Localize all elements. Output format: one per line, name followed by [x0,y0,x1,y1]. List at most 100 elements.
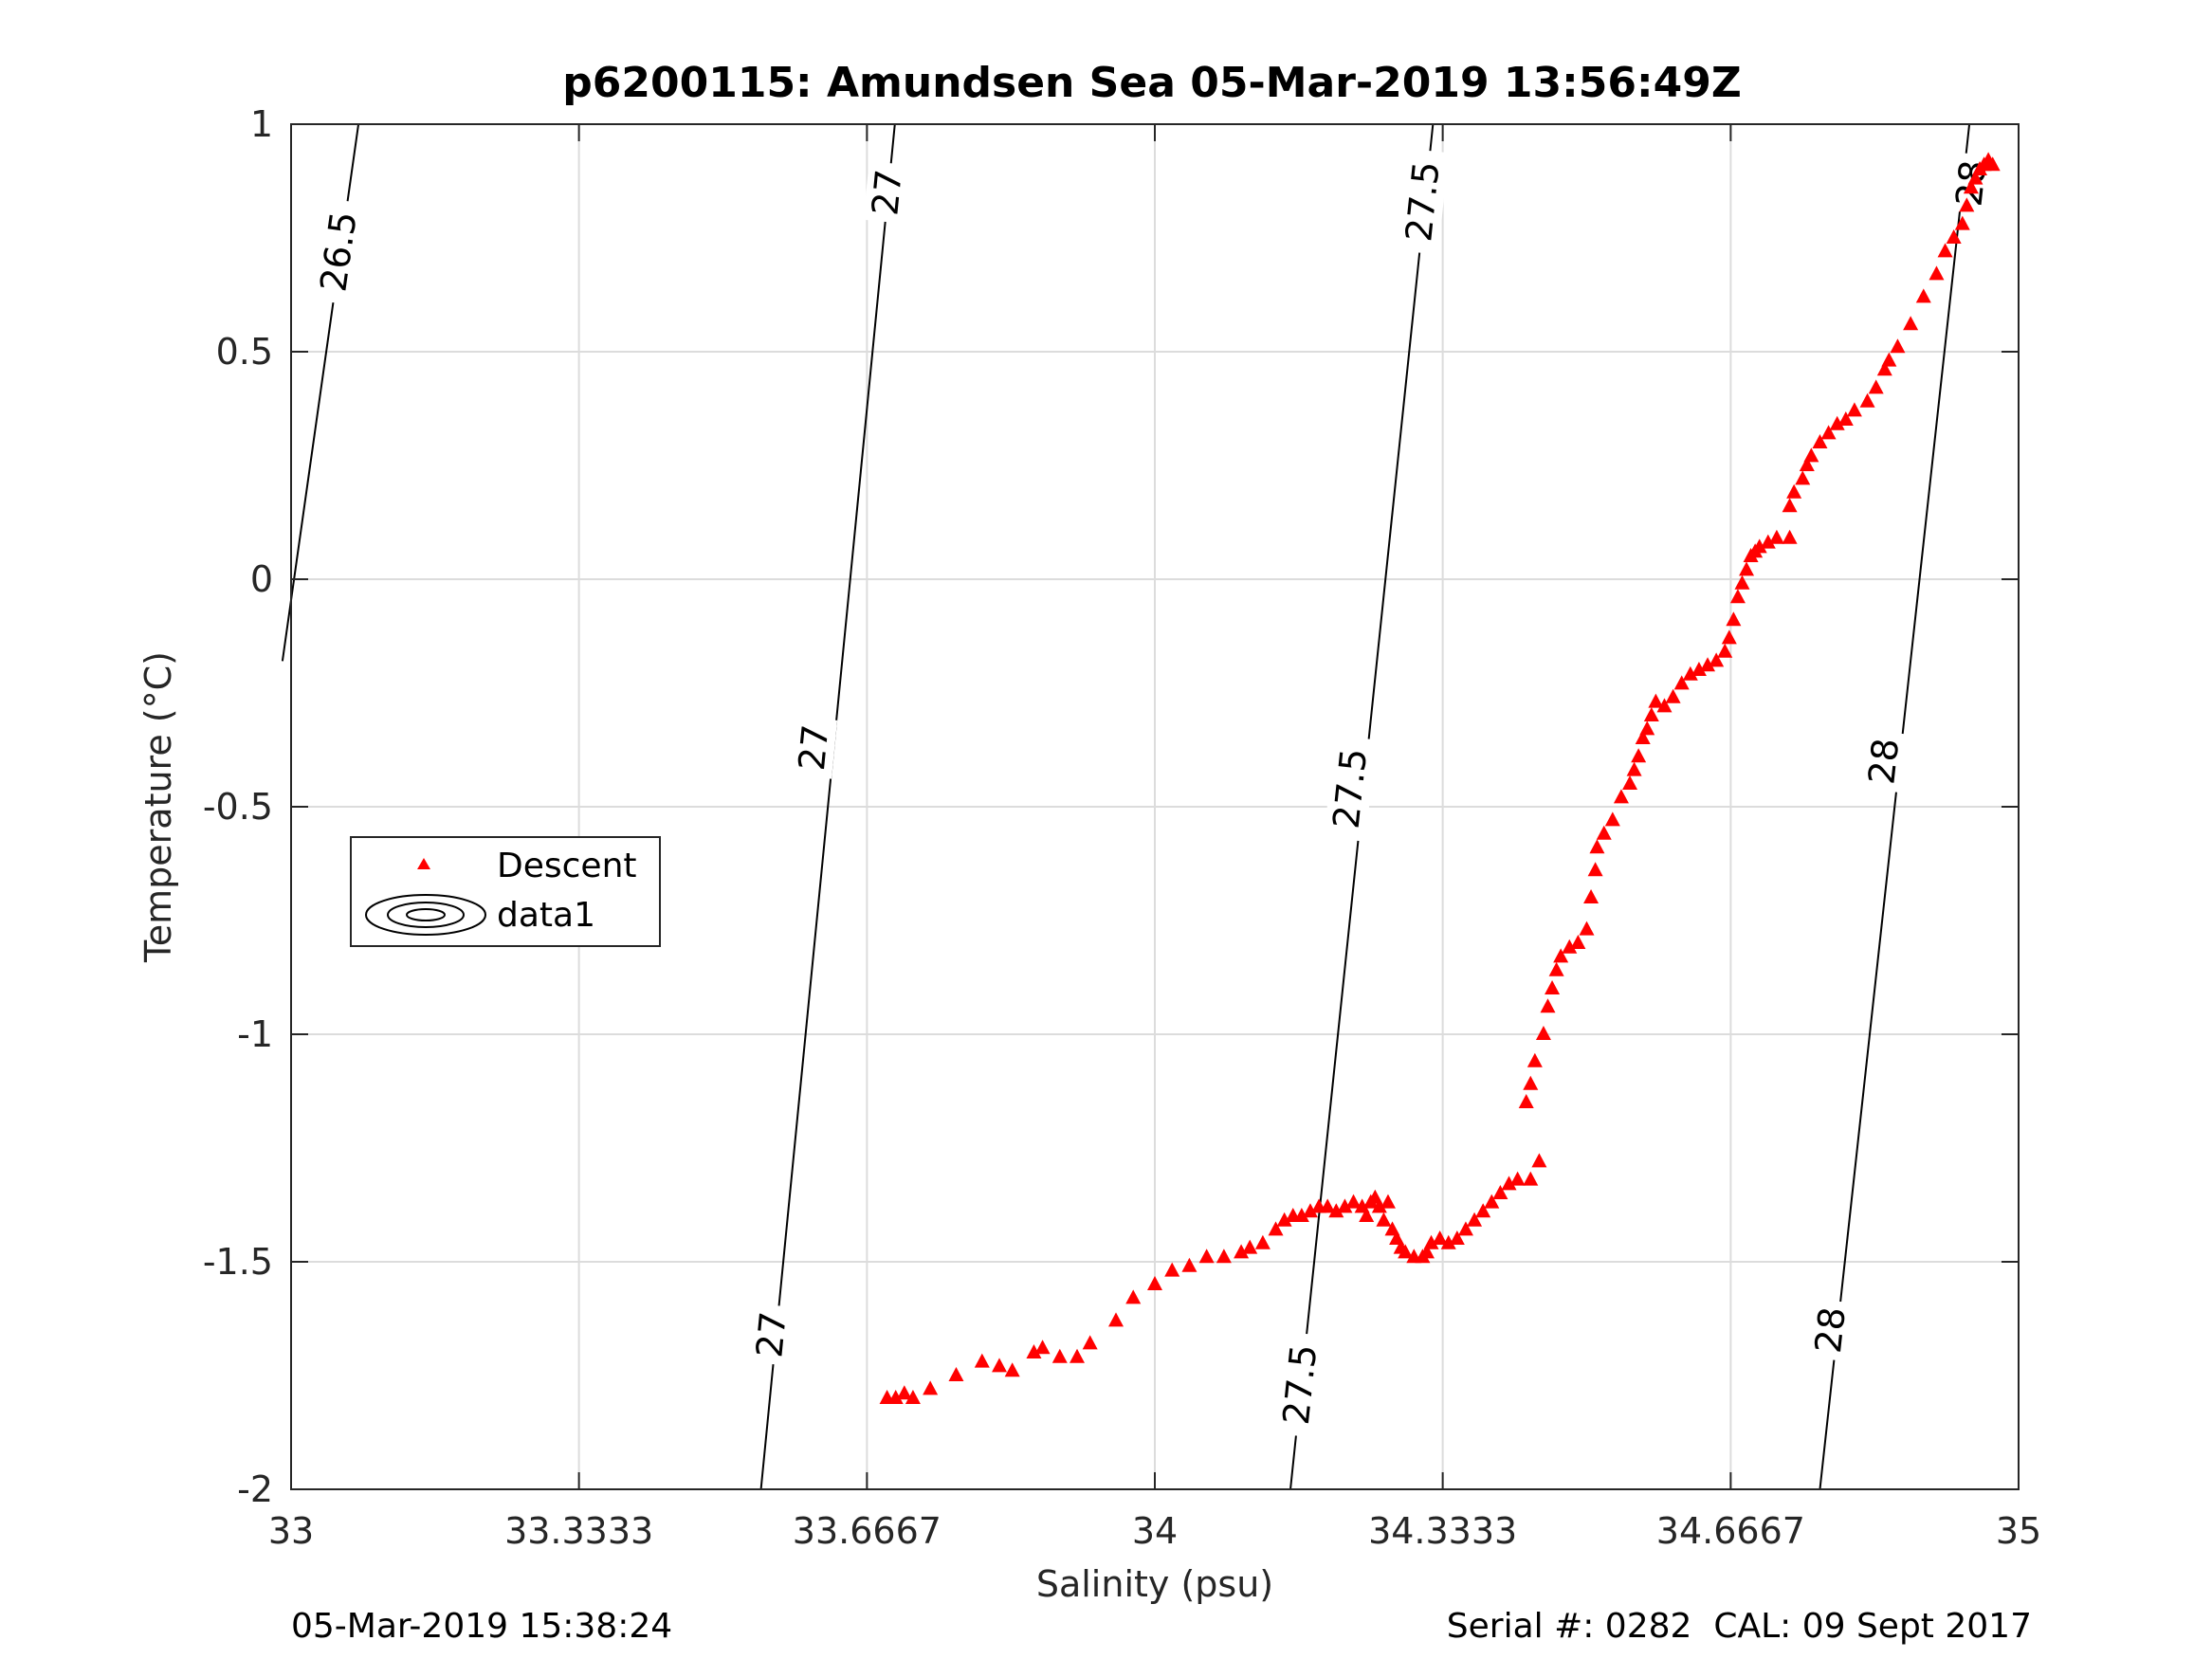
contour-label-group: 27.5 [1324,735,1377,842]
descent-point [1837,411,1854,426]
descent-point [1673,675,1690,690]
descent-point [1859,392,1875,408]
contour-label: 27 [791,722,837,772]
descent-point [1795,470,1811,485]
y-tick-label: -0.5 [203,786,273,828]
contour-label-group: 27.5 [1396,148,1449,255]
contour-label-backing [1859,729,1909,793]
x-tick-label: 35 [1996,1510,2041,1552]
descent-point [1739,561,1755,576]
descent-point [1604,811,1620,827]
descent-point [1423,1234,1439,1249]
descent-point [1181,1257,1197,1272]
contour-label-group: 28 [1859,729,1909,793]
descent-point [887,1390,904,1404]
y-tick-label: -1 [237,1013,273,1055]
descent-point [1589,839,1605,854]
descent-point [1946,229,1962,244]
descent-series [879,152,2001,1404]
y-tick-label: 1 [250,103,273,145]
descent-point [1125,1289,1142,1304]
descent-point [1501,1176,1517,1191]
descent-point [1868,379,1884,394]
descent-point [1726,611,1742,627]
contour-label-backing [1324,735,1377,842]
y-tick-label: 0.5 [216,331,273,373]
descent-point [1302,1203,1318,1218]
contour-label-group: 27.5 [1273,1331,1326,1438]
descent-point [1337,1198,1353,1213]
descent-point [1509,1171,1526,1186]
descent-point [1596,825,1612,840]
descent-point [1198,1249,1215,1264]
descent-point [1432,1231,1448,1245]
y-tick-label: -2 [237,1468,273,1510]
contour-label-group: 27 [863,161,911,224]
contour-label: 28 [1860,737,1907,787]
descent-point [1398,1244,1414,1259]
contour-label: 27.5 [1275,1342,1325,1427]
descent-point [1656,698,1673,713]
descent-point [1760,534,1776,549]
x-tick-label: 33 [268,1510,314,1552]
descent-point [1622,775,1638,790]
descent-point [1583,889,1600,903]
descent-point [1648,693,1664,708]
descent-point [1579,921,1595,936]
descent-point [1320,1198,1336,1213]
descent-point [1540,998,1556,1013]
descent-point [1846,402,1862,417]
descent-point [923,1380,939,1395]
contour-label-backing [1396,148,1449,255]
descent-point [1545,980,1561,994]
chart-title: p6200115: Amundsen Sea 05-Mar-2019 13:56… [562,59,1741,107]
descent-point [1881,352,1897,367]
descent-point [1082,1335,1098,1350]
descent-point [1380,1194,1396,1209]
descent-point [1963,179,1979,194]
descent-point [1954,215,1970,230]
footer-serial-cal: Serial #: 0282 CAL: 09 Sept 2017 [1446,1607,2032,1646]
descent-point [1359,1208,1375,1222]
contour-label: 27 [864,168,910,217]
descent-point [1799,457,1815,471]
descent-point [1937,243,1953,258]
descent-point [1004,1362,1020,1377]
descent-point [896,1385,912,1400]
contour-label-backing [310,197,367,305]
descent-point [1709,652,1725,667]
x-tick-label: 34.3333 [1368,1510,1517,1552]
contour-label-backing [1806,1298,1855,1362]
descent-point [1570,935,1586,949]
descent-point [1518,1094,1534,1108]
y-tick-label: -1.5 [203,1241,273,1283]
descent-point [1484,1194,1500,1209]
descent-point [948,1367,964,1381]
descent-point [1345,1194,1362,1209]
descent-point [1069,1348,1086,1363]
contour-label-group: 27 [747,1303,795,1366]
contour-label: 28 [1807,1305,1854,1356]
contour-label: 27.5 [1398,159,1448,244]
contour-label-backing [1273,1331,1326,1438]
descent-point [1643,707,1659,721]
descent-point [1164,1262,1180,1277]
descent-point [1587,862,1603,877]
contour-label-group: 27 [790,716,838,779]
descent-point [1526,1052,1543,1067]
descent-point [1293,1208,1309,1222]
contour-label-group: 26.5 [310,197,367,305]
x-tick-label: 34 [1132,1510,1178,1552]
descent-point [1051,1348,1068,1363]
descent-point [1635,730,1651,744]
descent-point [1782,498,1798,513]
y-tick-label: 0 [250,558,273,600]
contour-label-group: 28 [1806,1298,1855,1362]
descent-point [1820,425,1837,440]
descent-point [1734,574,1750,590]
descent-point [974,1353,990,1368]
descent-point [1700,657,1716,672]
descent-point [1531,1153,1547,1168]
descent-point [1242,1239,1258,1254]
